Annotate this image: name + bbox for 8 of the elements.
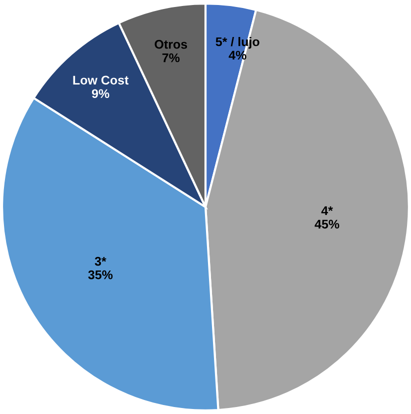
slice-label: Low Cost <box>73 76 129 85</box>
data-label: 9% <box>92 89 110 98</box>
data-label: 35% <box>88 270 113 280</box>
slice-label: 3* <box>94 256 106 266</box>
data-label: 7% <box>162 53 180 62</box>
data-label: 45% <box>314 220 340 229</box>
slice-label: 4* <box>321 206 333 215</box>
slice-label: Otros <box>154 40 188 49</box>
